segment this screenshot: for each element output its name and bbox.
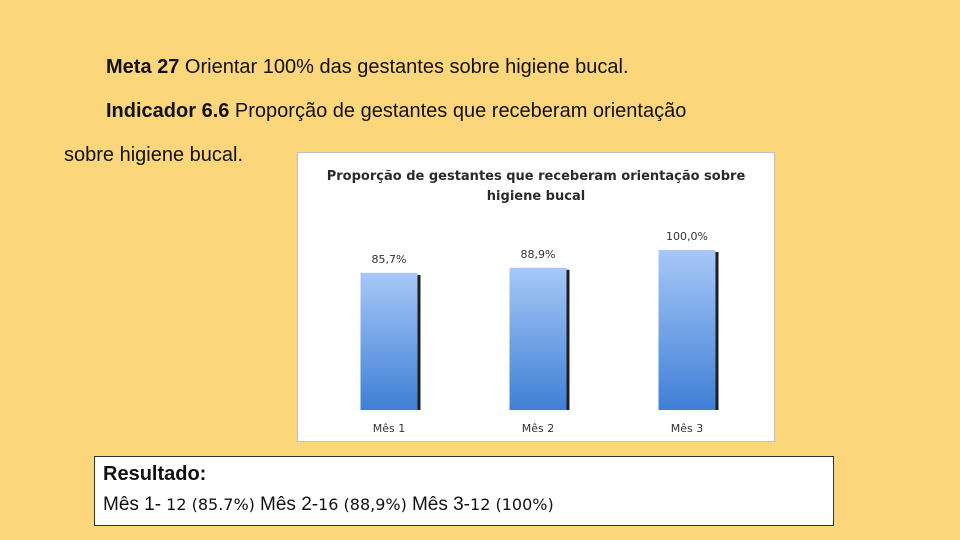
meta-label: Meta 27 <box>106 56 180 78</box>
result-box: Resultado: Mês 1- 12 (85.7%) Mês 2-16 (8… <box>94 456 834 526</box>
category-label-3: Mês 3 <box>671 422 703 435</box>
data-label-2: 88,9% <box>521 248 556 261</box>
bars-layer: 85,7% Mês 1 88,9% Mês 2 100,0% Mês 3 <box>360 230 719 435</box>
result-m3-label: Mês 3- <box>411 494 471 515</box>
chart-title-line1: Proporção de gestantes que receberam ori… <box>326 169 746 184</box>
chart-title: Proporção de gestantes que receberam ori… <box>298 167 774 207</box>
result-m2-label: Mês 2- <box>260 494 319 515</box>
result-m1-value: 12 (85.7%) <box>161 495 261 514</box>
result-m2-value: 16 (88,9%) <box>318 495 412 514</box>
meta-statement: Meta 27 Orientar 100% das gestantes sobr… <box>106 56 629 79</box>
chart-title-line2: higiene bucal <box>486 189 586 204</box>
bar-chart: 85,7% Mês 1 88,9% Mês 2 100,0% Mês 3 Proporçã… <box>297 152 775 442</box>
result-m1-label: Mês 1- <box>103 494 162 515</box>
result-title: Resultado: <box>103 463 207 485</box>
bar-1 <box>360 272 418 410</box>
result-summary: Mês 1- 12 (85.7%) Mês 2-16 (88,9%) Mês 3… <box>103 489 825 521</box>
indicator-statement: Indicador 6.6 Proporção de gestantes que… <box>106 100 686 123</box>
data-label-1: 85,7% <box>372 253 407 266</box>
category-label-2: Mês 2 <box>522 422 554 435</box>
indicator-label: Indicador 6.6 <box>106 100 230 122</box>
bar-2 <box>509 267 567 410</box>
category-label-1: Mês 1 <box>373 422 405 435</box>
indicator-text: Proporção de gestantes que receberam ori… <box>229 100 687 122</box>
result-m3-value: 12 (100%) <box>470 495 554 514</box>
meta-text: Orientar 100% das gestantes sobre higien… <box>179 56 629 78</box>
bar-3 <box>658 250 716 410</box>
chart-canvas: 85,7% Mês 1 88,9% Mês 2 100,0% Mês 3 <box>360 230 719 435</box>
data-label-3: 100,0% <box>666 230 708 243</box>
indicator-continuation: sobre higiene bucal. <box>64 144 244 166</box>
